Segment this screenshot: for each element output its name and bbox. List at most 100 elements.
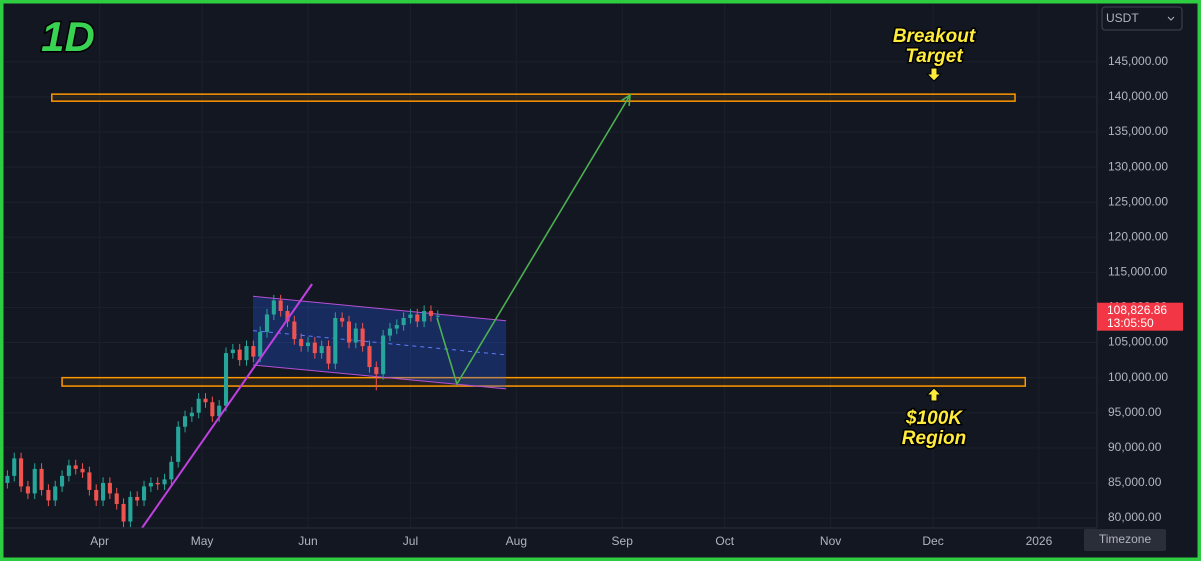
candle-body	[196, 398, 201, 413]
x-tick-label: Jun	[298, 534, 317, 548]
candle-body	[32, 468, 37, 494]
candle-body	[107, 482, 112, 494]
candle-body	[394, 325, 399, 329]
price-axis	[1097, 4, 1197, 557]
candle-body	[237, 349, 242, 361]
candle-body	[292, 321, 297, 340]
candle-body	[66, 465, 71, 476]
last-price-label: 108,826.86	[1107, 303, 1167, 317]
grid	[4, 4, 1097, 528]
candle-body	[94, 489, 99, 501]
candle-body	[408, 314, 413, 318]
x-tick-label: Apr	[90, 534, 109, 548]
annotation-text: Target	[905, 46, 963, 67]
candle-body	[340, 318, 345, 322]
y-tick-label: 145,000.00	[1108, 54, 1168, 68]
candle-body	[353, 328, 358, 343]
candle-body	[428, 310, 434, 316]
channel	[252, 296, 507, 389]
candle-body	[305, 342, 311, 347]
x-tick-label: 2026	[1026, 534, 1053, 548]
candle-body	[53, 486, 58, 501]
candle-body	[12, 458, 17, 476]
candle-body	[80, 468, 85, 473]
timezone-button[interactable]	[1084, 529, 1166, 551]
x-tick-label: Nov	[820, 534, 841, 548]
x-tick-label: Dec	[922, 534, 943, 548]
y-tick-label: 85,000.00	[1108, 475, 1162, 489]
candle-body	[271, 300, 276, 315]
y-tick-label: 130,000.00	[1108, 159, 1168, 173]
candle-body	[155, 482, 160, 485]
annotation-text: Region	[902, 428, 966, 449]
candle-body	[73, 465, 78, 469]
drawings	[51, 93, 1027, 390]
candle-body	[203, 398, 208, 403]
candle-body	[264, 314, 270, 333]
candle-body	[25, 486, 30, 494]
axes: 80,000.00 85,000.00 90,000.00 95,000.00 100,…	[90, 54, 1183, 548]
currency-label: USDT	[1106, 11, 1139, 25]
y-tick-label: 80,000.00	[1108, 510, 1162, 524]
y-tick-label: 120,000.00	[1108, 229, 1168, 243]
y-tick-label: 105,000.00	[1108, 335, 1168, 349]
price-zone	[51, 93, 1016, 102]
candle-body	[381, 335, 386, 375]
y-tick-label: 135,000.00	[1108, 124, 1168, 138]
candle-body	[148, 482, 153, 487]
candle-body	[60, 475, 65, 487]
channel-top	[252, 295, 507, 322]
candle-body	[251, 346, 256, 357]
candle-body	[135, 496, 140, 501]
candle-body	[217, 405, 222, 417]
projection-path	[436, 94, 631, 386]
candle-body	[182, 416, 188, 427]
trendline	[141, 283, 313, 529]
candle-body	[299, 339, 304, 347]
timezone-label: Timezone	[1099, 532, 1152, 546]
candle-body	[39, 468, 44, 490]
channel-bottom	[252, 364, 507, 390]
y-tick-label: 100,000.00	[1108, 370, 1168, 384]
x-tick-label: Aug	[506, 534, 527, 548]
candle-body	[169, 461, 174, 480]
candle-body	[230, 349, 235, 354]
candle-body	[387, 328, 393, 336]
candle-body	[244, 346, 249, 361]
candle-body	[312, 342, 317, 354]
x-tick-label: May	[191, 534, 214, 548]
timeframe-label: 1D	[41, 13, 95, 60]
currency-select[interactable]	[1101, 6, 1183, 31]
candle-body	[162, 479, 167, 485]
y-tick-label: 140,000.00	[1108, 89, 1168, 103]
candle-body	[176, 426, 181, 462]
candle-body	[141, 486, 147, 501]
candle-body	[422, 310, 427, 322]
price-zone	[61, 376, 1027, 387]
candle-body	[401, 318, 406, 326]
candle-body	[415, 314, 420, 322]
candle-body	[87, 472, 92, 490]
candle-body	[46, 489, 51, 501]
candle-body	[101, 482, 106, 501]
candle-body	[189, 412, 194, 417]
candle-body	[210, 402, 215, 417]
candle-body	[346, 321, 352, 343]
candle-body	[435, 315, 440, 317]
dropdown-caret	[1167, 16, 1175, 21]
candle-body	[258, 332, 263, 357]
candle-body	[19, 458, 24, 487]
x-tick-label: Jul	[403, 534, 418, 548]
candle-body	[367, 346, 372, 368]
y-tick-label: 125,000.00	[1108, 194, 1168, 208]
candle-body	[319, 346, 324, 354]
candle-body	[121, 503, 126, 522]
candle-body	[223, 353, 229, 406]
candle-body	[326, 346, 331, 364]
y-tick-label: 90,000.00	[1108, 440, 1162, 454]
candle-body	[285, 310, 290, 322]
